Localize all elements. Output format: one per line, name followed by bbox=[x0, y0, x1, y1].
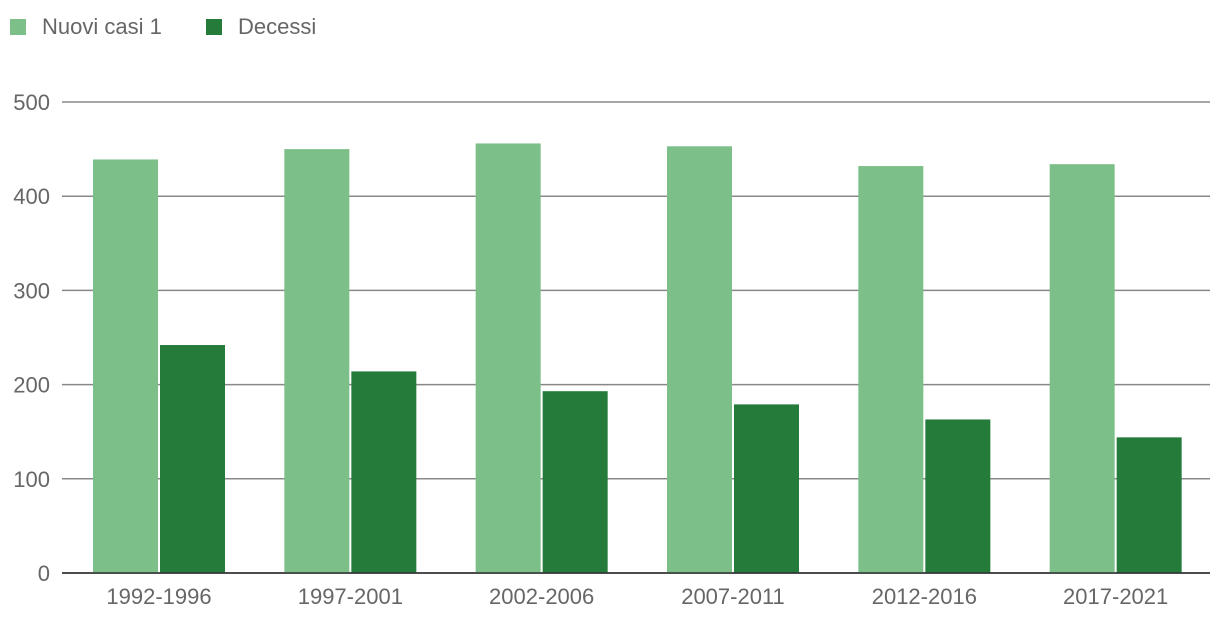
bar-nuovi-casi-1-2007-2011 bbox=[667, 146, 732, 574]
x-tick-label: 2012-2016 bbox=[872, 584, 977, 609]
bar-decessi-1997-2001 bbox=[351, 371, 417, 573]
legend-item-decessi: Decessi bbox=[206, 14, 316, 39]
bars bbox=[62, 143, 1210, 574]
x-tick-label: 1992-1996 bbox=[106, 584, 211, 609]
y-tick-label: 300 bbox=[13, 278, 50, 303]
x-tick-label: 2002-2006 bbox=[489, 584, 594, 609]
bar-decessi-1992-1996 bbox=[160, 345, 225, 573]
y-tick-label: 500 bbox=[13, 90, 50, 115]
legend-swatch bbox=[10, 19, 26, 35]
legend: Nuovi casi 1 Decessi bbox=[10, 14, 316, 39]
bar-nuovi-casi-1-2017-2021 bbox=[1049, 164, 1115, 573]
bar-nuovi-casi-1-1992-1996 bbox=[93, 159, 158, 573]
x-tick-label: 2007-2011 bbox=[681, 584, 785, 609]
bar-decessi-2002-2006 bbox=[542, 391, 608, 573]
bar-nuovi-casi-1-1997-2001 bbox=[284, 149, 350, 573]
legend-swatch bbox=[206, 19, 222, 35]
y-tick-label: 100 bbox=[13, 467, 50, 492]
bar-decessi-2012-2016 bbox=[925, 419, 991, 573]
legend-label: Nuovi casi 1 bbox=[42, 14, 162, 39]
legend-label: Decessi bbox=[238, 14, 316, 39]
bar-decessi-2007-2011 bbox=[734, 404, 799, 573]
bar-nuovi-casi-1-2002-2006 bbox=[475, 143, 541, 573]
y-tick-label: 200 bbox=[13, 373, 50, 398]
bar-decessi-2017-2021 bbox=[1116, 437, 1182, 573]
bar-nuovi-casi-1-2012-2016 bbox=[858, 166, 924, 573]
grid-lines bbox=[62, 101, 1210, 574]
y-tick-label: 400 bbox=[13, 184, 50, 209]
x-tick-label: 2017-2021 bbox=[1063, 584, 1168, 609]
y-tick-label: 0 bbox=[38, 561, 50, 586]
x-tick-label: 1997-2001 bbox=[298, 584, 403, 609]
legend-item-nuovi-casi-1: Nuovi casi 1 bbox=[10, 14, 162, 39]
x-axis-ticks: 1992-1996 1997-2001 2002-2006 2007-2011 2012… bbox=[106, 584, 1168, 609]
y-axis-ticks: 0 100 200 300 400 500 bbox=[13, 90, 50, 586]
